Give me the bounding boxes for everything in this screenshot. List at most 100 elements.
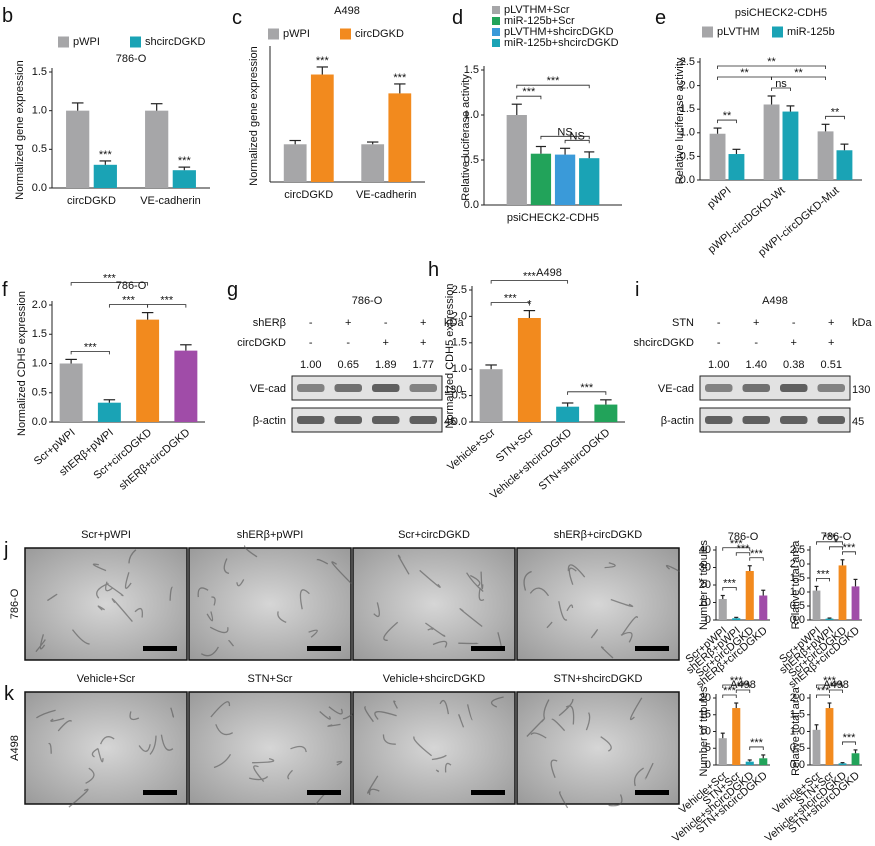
y-axis-label: Number of tubules bbox=[698, 686, 710, 776]
y-tick-label: 20 bbox=[699, 579, 711, 591]
band-label: β-actin bbox=[661, 415, 694, 427]
bracket bbox=[816, 541, 843, 545]
band-size: 45 bbox=[444, 416, 456, 428]
tubule-texture bbox=[526, 697, 654, 809]
bracket bbox=[722, 684, 751, 689]
bracket bbox=[490, 280, 569, 284]
bar bbox=[763, 104, 780, 180]
bar bbox=[145, 110, 169, 188]
bar bbox=[728, 154, 745, 180]
significance: *** bbox=[750, 737, 764, 749]
significance: *** bbox=[823, 675, 837, 687]
row-label: STN bbox=[672, 317, 694, 329]
bracket bbox=[516, 95, 542, 100]
bar bbox=[310, 74, 334, 182]
condition-sign: + bbox=[383, 337, 389, 349]
significance: ** bbox=[831, 106, 840, 118]
condition-sign: + bbox=[828, 317, 834, 329]
bar bbox=[136, 319, 160, 422]
bar bbox=[174, 350, 198, 422]
bracket bbox=[735, 689, 751, 694]
image-title: Vehicle+Scr bbox=[77, 673, 136, 685]
tubule-texture bbox=[35, 549, 173, 653]
legend-swatch bbox=[340, 28, 351, 40]
y-tick-label: 10 bbox=[699, 596, 711, 608]
band-label: β-actin bbox=[253, 415, 286, 427]
panel-letter: c bbox=[232, 7, 242, 29]
significance: *** bbox=[830, 680, 844, 692]
bar bbox=[718, 738, 727, 765]
y-tick-label: 1.0 bbox=[32, 105, 47, 117]
y-axis-label: Normalized CDH5 expression bbox=[16, 291, 28, 436]
scale-bar bbox=[635, 790, 669, 795]
significance: *** bbox=[730, 675, 744, 687]
y-tick-label: 0.0 bbox=[464, 199, 479, 211]
condition-sign: + bbox=[828, 337, 834, 349]
condition-sign: + bbox=[791, 337, 797, 349]
x-tick-label: STN+shcircDGKD bbox=[537, 427, 613, 493]
scale-bar bbox=[635, 646, 669, 651]
y-tick-label: 0 bbox=[705, 614, 711, 626]
bracket bbox=[842, 551, 856, 555]
scale-bar bbox=[143, 646, 177, 651]
condition-sign: - bbox=[309, 337, 313, 349]
significance: *** bbox=[823, 532, 837, 544]
micrograph bbox=[516, 547, 680, 661]
legend-swatch bbox=[772, 26, 783, 38]
bracket bbox=[825, 115, 845, 120]
bar bbox=[709, 133, 726, 180]
band bbox=[705, 416, 733, 424]
bracket bbox=[735, 552, 751, 556]
y-tick-label: 0.5 bbox=[32, 387, 47, 399]
bar bbox=[530, 153, 552, 205]
band bbox=[409, 384, 437, 392]
panel-letter: b bbox=[2, 5, 13, 27]
significance: *** bbox=[730, 538, 744, 550]
unit: kDa bbox=[852, 317, 872, 329]
panel-letter: e bbox=[655, 7, 666, 29]
y-tick-label: 1.5 bbox=[680, 103, 695, 115]
bar bbox=[825, 708, 834, 765]
panel-letter: k bbox=[4, 683, 15, 705]
condition-sign: - bbox=[717, 337, 721, 349]
band bbox=[705, 384, 733, 392]
bar bbox=[97, 402, 121, 422]
bracket bbox=[842, 741, 856, 745]
unit: kDa bbox=[444, 317, 464, 329]
bracket bbox=[516, 84, 590, 89]
tubule-texture bbox=[523, 562, 680, 659]
bar bbox=[66, 110, 90, 188]
y-tick-label: 1.0 bbox=[32, 357, 47, 369]
bracket bbox=[829, 689, 843, 694]
significance: *** bbox=[99, 149, 113, 161]
y-tick-label: 0 bbox=[705, 759, 711, 771]
bar bbox=[554, 154, 576, 205]
row-label: shERβ bbox=[253, 317, 286, 329]
tubule-texture bbox=[197, 545, 352, 657]
significance: *** bbox=[817, 685, 831, 697]
significance: ** bbox=[740, 67, 749, 79]
scale-bar bbox=[471, 790, 505, 795]
significance: *** bbox=[316, 55, 330, 67]
bar bbox=[506, 115, 527, 205]
bar bbox=[759, 758, 768, 765]
condition-sign: - bbox=[309, 317, 313, 329]
bracket bbox=[717, 65, 826, 69]
y-tick-label: 2.0 bbox=[680, 80, 695, 92]
band-quant: 1.00 bbox=[300, 359, 321, 371]
band bbox=[780, 416, 808, 424]
y-tick-label: 1.5 bbox=[452, 337, 467, 349]
x-tick-label: shERβ+circDGKD bbox=[117, 427, 193, 493]
y-tick-label: 0.0 bbox=[32, 416, 47, 428]
legend-swatch bbox=[492, 39, 500, 47]
legend-label: miR-125b bbox=[787, 26, 835, 38]
bar bbox=[836, 150, 853, 180]
panel-letter: f bbox=[2, 279, 8, 301]
micrograph bbox=[24, 691, 188, 805]
band bbox=[409, 416, 437, 424]
significance: NS bbox=[557, 126, 572, 138]
significance: *** bbox=[737, 543, 751, 555]
scale-bar bbox=[307, 646, 341, 651]
bar bbox=[361, 144, 385, 182]
condition-sign: - bbox=[384, 317, 388, 329]
